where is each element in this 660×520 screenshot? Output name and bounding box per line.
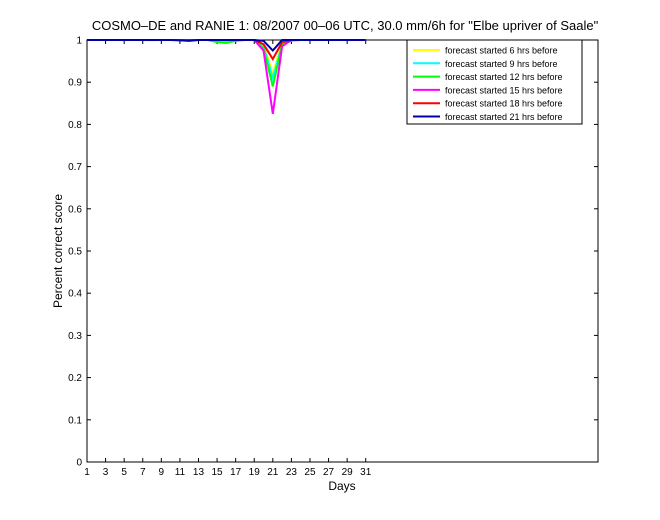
y-tick-label: 0.4	[68, 289, 82, 300]
x-tick-label: 11	[175, 467, 186, 478]
x-tick-label: 9	[159, 467, 165, 478]
y-tick-label: 0.2	[68, 373, 82, 384]
legend: forecast started 6 hrs before forecast st…	[406, 39, 583, 125]
x-tick-label: 13	[193, 467, 205, 478]
x-tick-label: 19	[249, 467, 261, 478]
legend-label: forecast started 12 hrs before	[445, 72, 563, 82]
x-tick-label: 1	[84, 467, 90, 478]
series-line-6	[87, 39, 366, 53]
legend-label: forecast started 18 hrs before	[445, 99, 563, 109]
y-tick-label: 1	[76, 36, 82, 47]
y-tick-label: 0.5	[68, 247, 82, 258]
series-lines	[87, 39, 366, 114]
y-axis-label: Percent correct score	[51, 194, 65, 308]
y-tick-label: 0.6	[68, 204, 82, 215]
y-tick-label: 0.7	[68, 162, 82, 173]
x-tick-label: 7	[140, 467, 146, 478]
y-tick-label: 0	[76, 458, 82, 469]
x-tick-label: 3	[103, 467, 109, 478]
legend-label: forecast started 9 hrs before	[445, 59, 558, 69]
x-axis-label: Days	[328, 479, 355, 493]
y-tick-label: 0.1	[68, 415, 82, 426]
x-tick-label: 31	[360, 467, 372, 478]
legend-label: forecast started 6 hrs before	[445, 46, 558, 56]
x-tick-label: 17	[230, 467, 242, 478]
y-tick-label: 0.3	[68, 331, 82, 342]
x-tick-label: 29	[342, 467, 354, 478]
x-tick-label: 25	[304, 467, 316, 478]
chart-title: COSMO–DE and RANIE 1: 08/2007 00–06 UTC,…	[92, 18, 599, 33]
x-tick-label: 5	[121, 467, 127, 478]
legend-label: forecast started 15 hrs before	[445, 85, 563, 95]
x-tick-label: 23	[286, 467, 298, 478]
legend-box	[406, 39, 583, 125]
y-axis-ticks: 0 0.1 0.2 0.3 0.4 0.5 0.6 0.7 0.8 0.9 1	[68, 36, 598, 469]
x-tick-label: 15	[212, 467, 224, 478]
x-tick-label: 27	[323, 467, 335, 478]
x-tick-label: 21	[267, 467, 279, 478]
legend-label: forecast started 21 hrs before	[445, 112, 563, 122]
y-tick-label: 0.9	[68, 78, 82, 89]
y-tick-label: 0.8	[68, 120, 82, 131]
